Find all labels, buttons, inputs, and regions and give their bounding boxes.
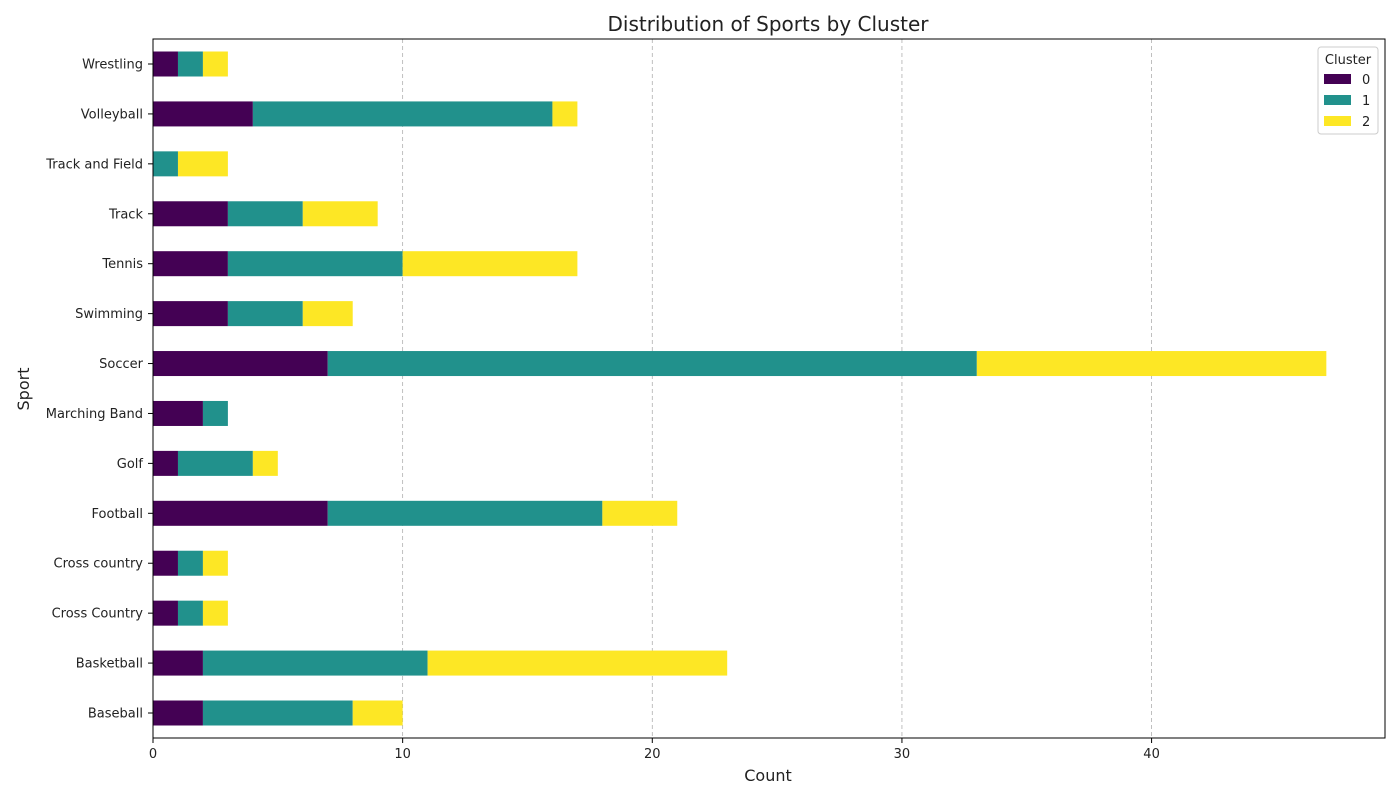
- y-tick-label: Swimming: [75, 307, 143, 322]
- bar-segment: [202, 600, 228, 626]
- bar-segment: [153, 400, 203, 426]
- bar-segment: [202, 51, 228, 77]
- bar-segment: [202, 700, 353, 726]
- y-tick-label: Track: [108, 207, 143, 222]
- bar-segment: [177, 51, 203, 77]
- bar-segment: [327, 500, 603, 526]
- legend-entry: 0: [1362, 73, 1370, 88]
- y-tick-label: Basketball: [76, 657, 143, 672]
- bar-segment: [153, 201, 228, 227]
- y-tick-label: Baseball: [88, 707, 143, 722]
- bar-segment: [153, 251, 228, 277]
- bar-segment: [427, 650, 728, 676]
- x-tick-label: 30: [894, 747, 911, 762]
- bar-segment: [153, 550, 178, 576]
- bar-segment: [352, 700, 403, 726]
- bar-segment: [153, 351, 328, 377]
- bar-segment: [153, 450, 178, 476]
- y-tick-label: Track and Field: [45, 157, 143, 172]
- x-axis-ticks: 0 10 20 30 40: [149, 738, 1160, 762]
- bar-segment: [552, 101, 578, 127]
- chart-title: Distribution of Sports by Cluster: [607, 12, 929, 36]
- legend-swatch: [1324, 74, 1351, 84]
- x-tick-label: 40: [1143, 747, 1160, 762]
- x-tick-label: 20: [644, 747, 661, 762]
- y-axis-label: Sport: [14, 368, 33, 411]
- legend-swatch: [1324, 95, 1351, 105]
- y-tick-label: Volleyball: [81, 107, 143, 122]
- bar-segment: [177, 450, 253, 476]
- bar-segment: [302, 201, 378, 227]
- bar-segment: [153, 600, 178, 626]
- bar-segment: [153, 51, 178, 77]
- x-tick-label: 0: [149, 747, 157, 762]
- legend-items: 0 1 2: [1324, 73, 1370, 130]
- x-axis-label: Count: [744, 766, 792, 785]
- y-tick-label: Tennis: [101, 257, 143, 272]
- bar-segment: [153, 301, 228, 327]
- bar-segment: [153, 700, 203, 726]
- legend-swatch: [1324, 116, 1351, 126]
- bar-segment: [227, 201, 303, 227]
- bar-segment: [153, 151, 178, 177]
- bar-segment: [202, 650, 428, 676]
- bar-segment: [252, 101, 553, 127]
- y-tick-label: Golf: [117, 457, 144, 472]
- plot-frame: [152, 38, 1386, 739]
- y-tick-label: Soccer: [99, 357, 143, 372]
- legend: Cluster 0 1 2: [1317, 46, 1379, 135]
- bar-segment: [302, 301, 353, 327]
- x-tick-label: 10: [394, 747, 411, 762]
- y-axis-ticks: Baseball Basketball Cross Country Cross cou…: [45, 58, 153, 722]
- bar-segment: [202, 400, 228, 426]
- bar-segment: [602, 500, 678, 526]
- bar-segment: [153, 101, 253, 127]
- legend-entry: 1: [1362, 94, 1370, 109]
- bars: [153, 51, 1327, 726]
- bar-segment: [252, 450, 278, 476]
- legend-entry: 2: [1362, 115, 1370, 130]
- bar-segment: [976, 351, 1327, 377]
- y-tick-label: Cross country: [54, 557, 144, 572]
- y-tick-label: Cross Country: [52, 607, 144, 622]
- grid: [402, 39, 1152, 738]
- legend-title: Cluster: [1325, 53, 1372, 68]
- bar-segment: [202, 550, 228, 576]
- bar-segment: [153, 650, 203, 676]
- y-tick-label: Marching Band: [46, 407, 143, 422]
- bar-segment: [402, 251, 578, 277]
- legend-box: [1317, 46, 1379, 135]
- bar-segment: [153, 500, 328, 526]
- y-tick-label: Football: [92, 507, 143, 522]
- bar-segment: [177, 600, 203, 626]
- bar-segment: [227, 301, 303, 327]
- bar-segment: [227, 251, 403, 277]
- bar-segment: [177, 151, 228, 177]
- bar-segment: [177, 550, 203, 576]
- y-tick-label: Wrestling: [82, 58, 143, 73]
- bar-segment: [327, 351, 977, 377]
